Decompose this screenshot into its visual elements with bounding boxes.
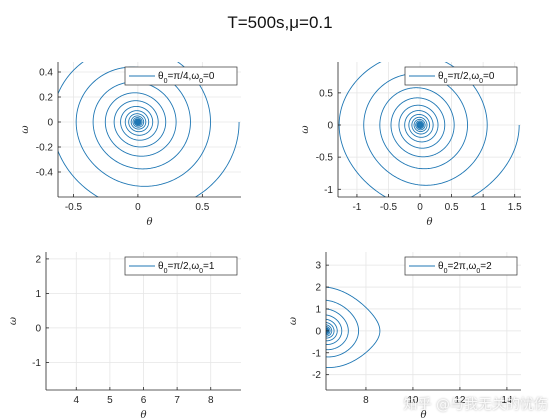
legend: θ0=2π,ω0=2 <box>404 256 518 276</box>
legend-box <box>404 66 518 86</box>
y-axis-label: ω <box>300 125 311 133</box>
y-axis-label: ω <box>8 317 19 325</box>
series-line <box>58 62 240 197</box>
legend-box <box>404 256 518 276</box>
y-tick-label: 0 <box>47 118 53 129</box>
x-tick-label: 7 <box>174 395 180 406</box>
x-tick-label: 1 <box>480 202 486 213</box>
x-tick-label: 0.5 <box>445 202 459 213</box>
figure-title: T=500s,μ=0.1 <box>227 13 332 32</box>
x-tick-label: 8 <box>208 395 214 406</box>
y-tick-label: 1 <box>315 304 321 315</box>
y-tick-label: 2 <box>35 254 41 265</box>
x-tick-label: 0 <box>135 202 141 213</box>
series-line <box>338 62 520 197</box>
y-tick-label: 0.4 <box>39 68 53 79</box>
x-tick-label: 5 <box>107 395 113 406</box>
legend-label: θ0=2π,ω0=2 <box>438 261 492 275</box>
x-tick-label: 0 <box>417 202 423 213</box>
y-tick-label: 0 <box>315 326 321 337</box>
y-tick-label: -1 <box>32 358 41 369</box>
y-tick-label: 0 <box>35 323 41 334</box>
y-tick-label: -1 <box>324 185 333 196</box>
legend-label: θ0=π/4,ω0=0 <box>158 71 215 85</box>
x-axis-label: θ <box>420 410 426 420</box>
subplot-bottom-left: 4 5 6 7 8 -1 0 1 2 θ ω θ0=π/2,ω0=1 <box>0 252 241 420</box>
x-tick-label: -1 <box>352 202 361 213</box>
x-axis-label: θ <box>140 410 146 420</box>
y-axis-label: ω <box>288 317 299 325</box>
x-tick-label: -0.5 <box>380 202 398 213</box>
y-tick-label: 0.2 <box>39 93 53 104</box>
legend: θ0=π/4,ω0=0 <box>124 66 238 86</box>
series-line <box>0 282 11 382</box>
x-axis-label: θ <box>146 217 152 228</box>
subplot-top-left: -0.5 0 0.5 -0.4 -0.2 0 0.2 0.4 θ ω θ0=π/4,ω0=0 <box>20 62 241 228</box>
x-axis-label: θ <box>426 217 432 228</box>
legend-box <box>124 256 238 276</box>
y-tick-label: -1 <box>312 348 321 359</box>
y-tick-label: 0 <box>327 121 333 132</box>
watermark: 知乎 @与我无关的忧伤 <box>403 397 548 413</box>
y-tick-label: 2 <box>315 283 321 294</box>
y-tick-label: -0.5 <box>316 153 334 164</box>
x-tick-label: -0.5 <box>65 202 83 213</box>
legend-label: θ0=π/2,ω0=1 <box>158 261 215 275</box>
x-tick-label: 4 <box>73 395 79 406</box>
subplot-top-right: -1 -0.5 0 0.5 1 1.5 -1 -0.5 0 0.5 θ ω θ0=π/2,ω0=0 <box>300 62 522 228</box>
x-tick-label: 0.5 <box>195 202 209 213</box>
y-tick-label: -0.2 <box>36 143 54 154</box>
legend-label: θ0=π/2,ω0=0 <box>438 71 495 85</box>
legend: θ0=π/2,ω0=1 <box>124 256 238 276</box>
x-tick-label: 14 <box>501 395 513 406</box>
x-tick-label: 10 <box>407 395 419 406</box>
y-tick-label: 0.5 <box>319 88 333 99</box>
legend-box <box>124 66 238 86</box>
legend: θ0=π/2,ω0=0 <box>404 66 518 86</box>
x-tick-label: 1.5 <box>508 202 522 213</box>
x-tick-label: 12 <box>454 395 466 406</box>
y-tick-label: -0.4 <box>36 168 54 179</box>
y-tick-label: 1 <box>35 289 41 300</box>
y-tick-label: 3 <box>315 261 321 272</box>
subplot-grid: -0.5 0 0.5 -0.4 -0.2 0 0.2 0.4 θ ω θ0=π/4,ω0=0 -1 -0… <box>0 62 522 420</box>
y-axis-label: ω <box>20 125 31 133</box>
y-tick-label: -2 <box>312 370 321 381</box>
x-tick-label: 6 <box>141 395 147 406</box>
x-tick-label: 8 <box>363 395 369 406</box>
